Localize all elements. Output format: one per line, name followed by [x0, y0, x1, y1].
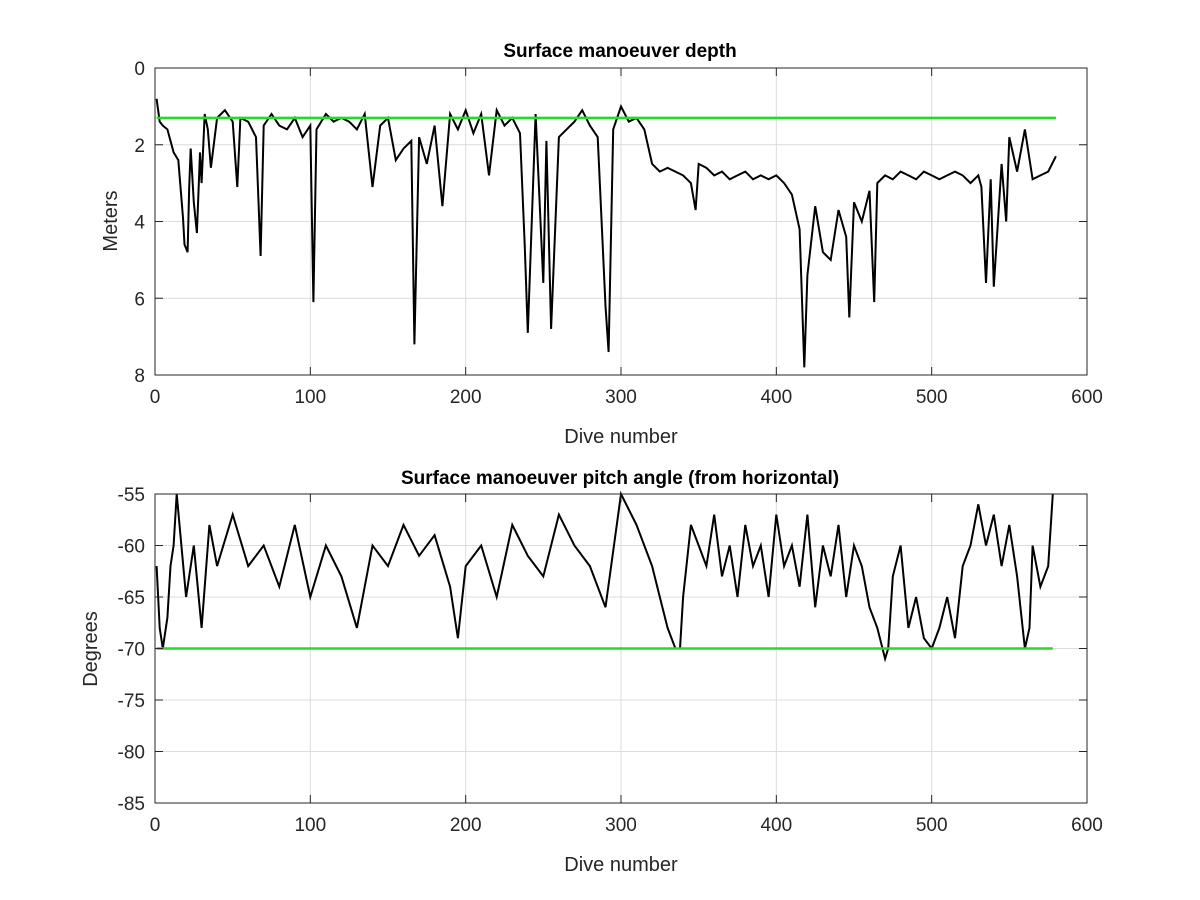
- pitch-plot-ytick-label: -60: [118, 537, 145, 558]
- pitch-plot-data: [155, 490, 1054, 663]
- depth-plot-ytick-label: 4: [134, 213, 145, 234]
- depth-plot-ylabel: Meters: [100, 190, 122, 251]
- depth-plot-xlabel: Dive number: [564, 426, 678, 448]
- pitch-plot-series-line: [155, 490, 1054, 663]
- pitch-plot-ytick-label: -70: [118, 640, 145, 661]
- pitch-plot-xlabel: Dive number: [564, 854, 678, 876]
- depth-plot-xtick-label: 200: [450, 387, 482, 408]
- pitch-plot-xtick-label: 100: [294, 815, 326, 836]
- pitch-plot-xtick-label: 0: [150, 815, 161, 836]
- pitch-plot-xtick-label: 200: [450, 815, 482, 836]
- pitch-plot: Surface manoeuver pitch angle (from hori…: [80, 468, 1103, 876]
- pitch-plot-title: Surface manoeuver pitch angle (from hori…: [401, 468, 839, 489]
- pitch-plot-ytick-label: -75: [118, 691, 145, 712]
- pitch-plot-xtick-label: 300: [605, 815, 637, 836]
- depth-plot: Surface manoeuver depth 0 100 200 300 400 500…: [100, 41, 1103, 448]
- pitch-plot-ytick-label: -85: [118, 794, 145, 815]
- pitch-plot-xtick-label: 600: [1071, 815, 1103, 836]
- pitch-plot-ylabel: Degrees: [80, 611, 102, 687]
- pitch-plot-xtick-label: 400: [760, 815, 792, 836]
- depth-plot-xtick-label: 300: [605, 387, 637, 408]
- depth-plot-xtick-label: 400: [760, 387, 792, 408]
- pitch-plot-ytick-label: -80: [118, 743, 145, 764]
- depth-plot-ticks: 0 100 200 300 400 500 600 0 2 4 6 8: [134, 59, 1102, 408]
- depth-plot-xtick-label: 0: [150, 387, 161, 408]
- pitch-plot-ticks: 0 100 200 300 400 500 600 -55 -60 -65 -70 -75 -80 -85: [118, 485, 1103, 836]
- depth-plot-ytick-label: 8: [134, 366, 145, 387]
- depth-plot-ytick-label: 0: [134, 59, 145, 80]
- depth-plot-xtick-label: 600: [1071, 387, 1103, 408]
- depth-plot-ytick-label: 2: [134, 136, 145, 157]
- depth-plot-title: Surface manoeuver depth: [503, 41, 736, 62]
- pitch-plot-ytick-label: -65: [118, 588, 145, 609]
- depth-plot-ytick-label: 6: [134, 289, 145, 310]
- depth-plot-series-line: [155, 98, 1057, 368]
- depth-plot-xtick-label: 500: [916, 387, 948, 408]
- pitch-plot-ytick-label: -55: [118, 485, 145, 506]
- depth-plot-xtick-label: 100: [294, 387, 326, 408]
- depth-plot-data: [155, 98, 1057, 368]
- pitch-plot-xtick-label: 500: [916, 815, 948, 836]
